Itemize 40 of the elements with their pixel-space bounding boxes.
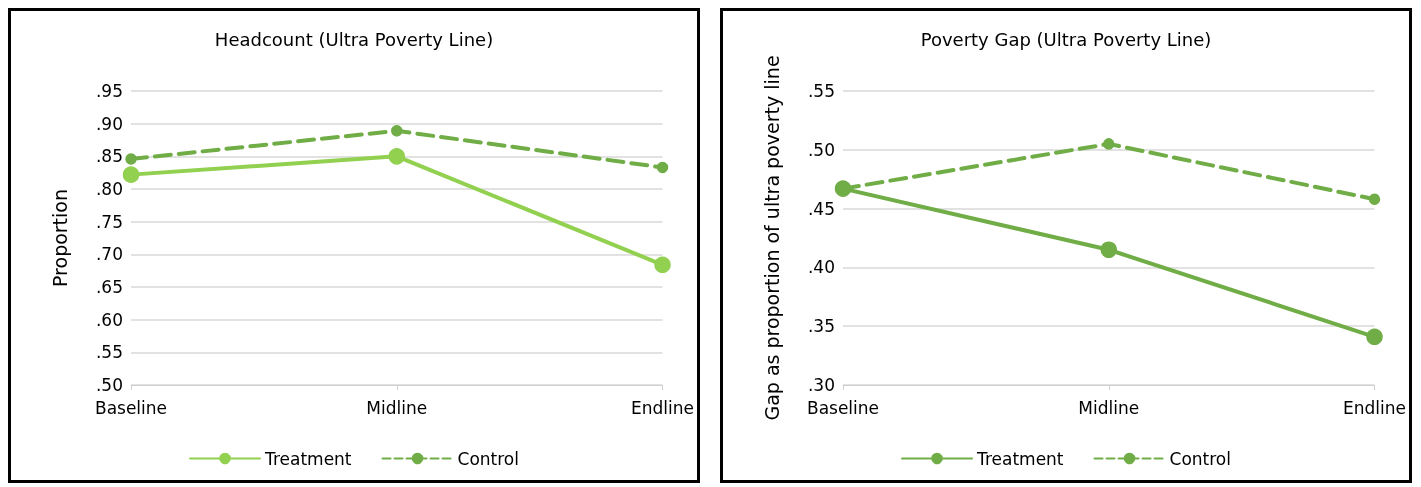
y-tick-label: .35: [807, 316, 835, 337]
y-axis-title: Proportion: [49, 188, 71, 288]
y-tick-label: .70: [95, 244, 123, 265]
y-axis-title: Gap as proportion of ultra poverty line: [761, 55, 783, 421]
point: [1100, 241, 1117, 259]
point: [1368, 193, 1381, 205]
y-tick-label: .85: [95, 146, 123, 167]
y-tick-label: .65: [95, 277, 123, 297]
y-tick-label: .90: [95, 113, 123, 134]
chart-title: Headcount (Ultra Poverty Line): [214, 28, 494, 50]
point: [125, 153, 137, 165]
x-tick-label: Midline: [1078, 397, 1140, 418]
y-tick-label: .30: [807, 375, 835, 395]
x-tick-label: Baseline: [94, 397, 168, 418]
x-tick-label: Endline: [1343, 397, 1407, 418]
y-tick-label: .55: [95, 342, 123, 363]
y-tick-label: .60: [95, 309, 123, 330]
y-tick-label: .75: [95, 211, 123, 232]
point: [656, 161, 669, 174]
y-tick-label: .50: [807, 139, 835, 160]
y-tick-label: .50: [95, 375, 123, 395]
point: [388, 148, 405, 165]
x-tick-label: Baseline: [806, 397, 880, 418]
x-tick-label: Midline: [366, 397, 428, 418]
point: [1103, 138, 1115, 150]
chart-title: Poverty Gap (Ultra Poverty Line): [920, 28, 1212, 50]
point: [654, 256, 671, 274]
y-tick-label: .40: [807, 257, 835, 278]
legend-label: Control: [1169, 448, 1231, 469]
y-tick-label: .80: [95, 179, 123, 199]
y-tick-label: .45: [807, 198, 835, 219]
legend-label: Control: [457, 448, 519, 469]
point: [1366, 328, 1383, 346]
legend-label: Treatment: [976, 448, 1064, 469]
legend-label: Treatment: [264, 448, 352, 469]
point: [391, 125, 403, 137]
y-tick-label: .95: [95, 81, 123, 101]
point: [122, 166, 140, 183]
y-tick-label: .55: [807, 81, 835, 101]
x-tick-label: Endline: [631, 397, 695, 418]
